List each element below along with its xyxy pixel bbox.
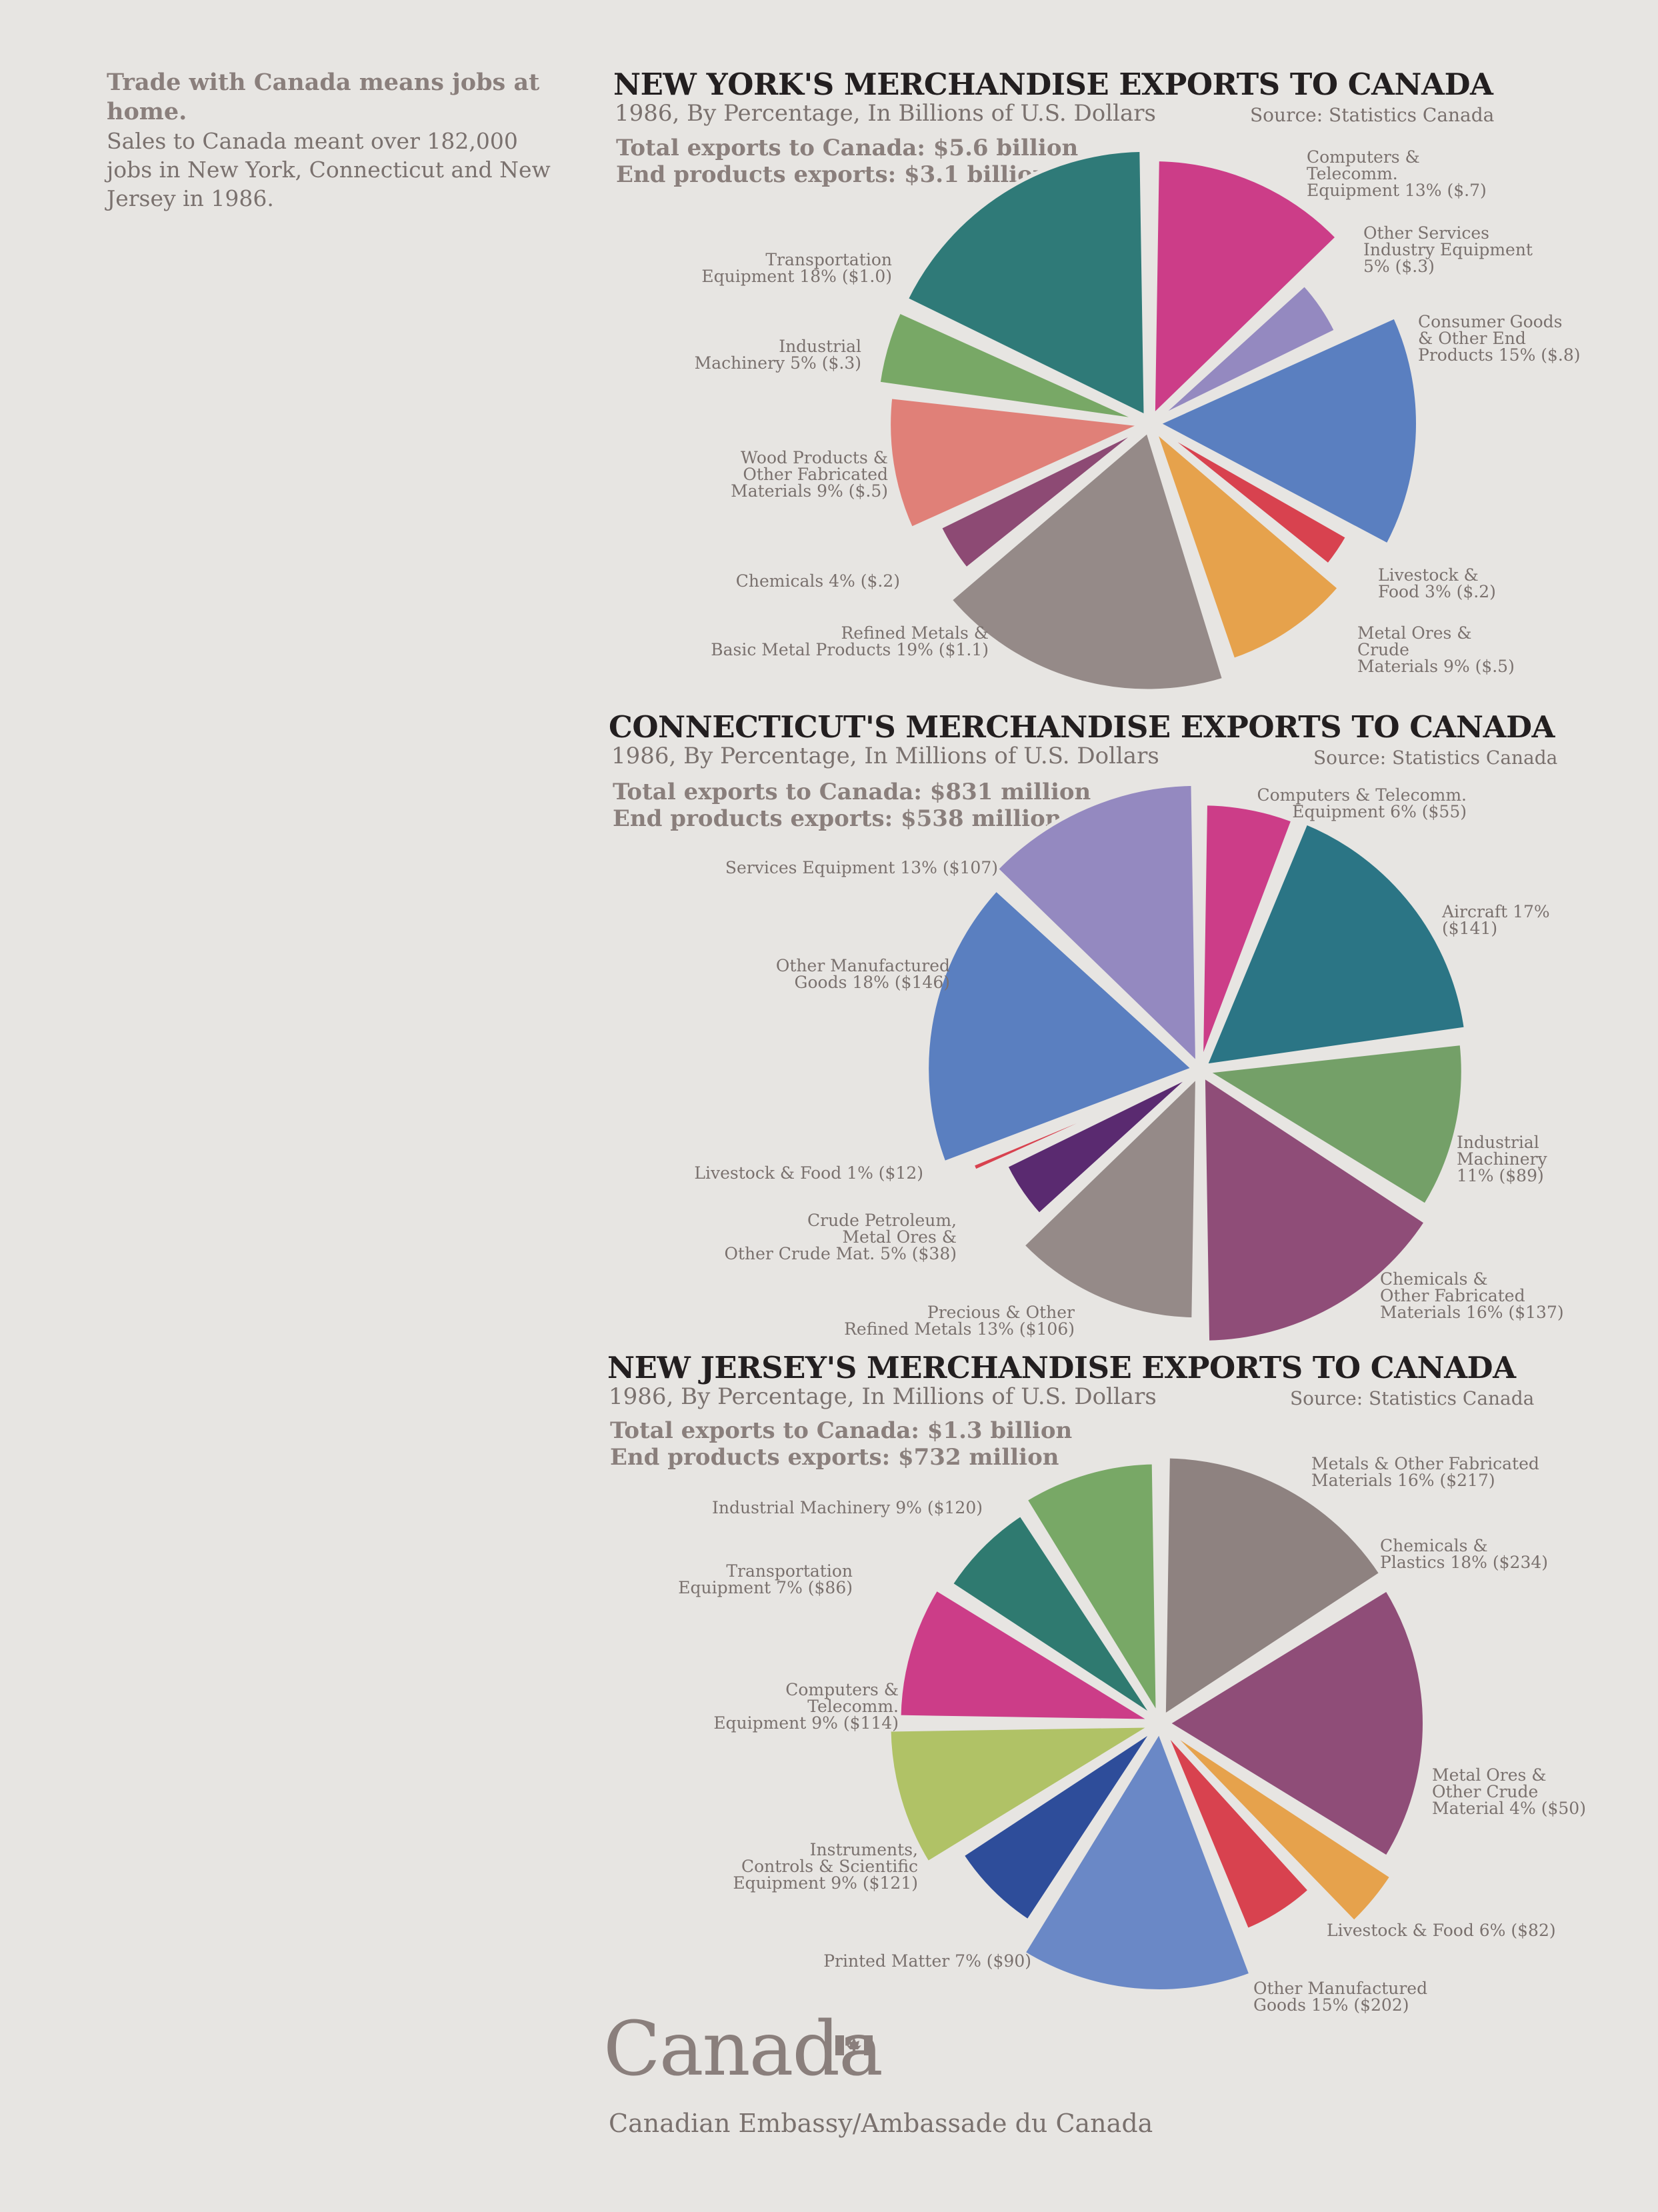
chart-subtitle: 1986, By Percentage, In Millions of U.S.… — [611, 743, 1159, 769]
pie-slice — [1150, 423, 1343, 663]
pie-slice — [1200, 1041, 1465, 1209]
slice-label: Industrial Machinery 9% ($120) — [712, 1498, 983, 1517]
slice-label: Chemicals 4% ($.2) — [736, 571, 900, 591]
pie-slice — [887, 1723, 1160, 1866]
pie-slice — [947, 427, 1227, 693]
slice-label: Consumer Goods & Other End Products 15% ($… — [1418, 312, 1581, 365]
total-exports: Total exports to Canada: $831 million — [613, 779, 1091, 805]
pie-slice — [876, 309, 1143, 423]
end-products-exports: End products exports: $732 million — [610, 1444, 1059, 1471]
slice-label: Metal Ores & Crude Materials 9% ($.5) — [1357, 623, 1515, 676]
slice-label: Chemicals & Other Fabricated Materials 16%… — [1380, 1269, 1564, 1322]
slice-label: Services Equipment 13% ($107) — [725, 858, 998, 877]
chart-source: Source: Statistics Canada — [1290, 1387, 1535, 1409]
slice-label: Transportation Equipment 18% ($1.0) — [701, 250, 892, 286]
slice-label: Printed Matter 7% ($90) — [823, 1951, 1031, 1971]
pie-slice — [937, 425, 1145, 573]
chart-title: CONNECTICUT'S MERCHANDISE EXPORTS TO CAN… — [609, 709, 1555, 745]
pie-slice — [993, 781, 1200, 1069]
intro-heading: Trade with Canada means jobs at home. — [107, 69, 540, 125]
pie-slice — [959, 1727, 1157, 1924]
pie-0: Computers & Telecomm. Equipment 13% ($.7) O… — [695, 147, 1581, 693]
pie-2: Metals & Other Fabricated Materials 16% (… — [678, 1454, 1586, 2015]
pie-slice — [903, 147, 1148, 420]
slice-label: Metals & Other Fabricated Materials 16% (… — [1311, 1454, 1539, 1490]
slice-label: Computers & Telecomm. Equipment 6% ($55) — [1257, 785, 1467, 821]
chart-title: NEW YORK'S MERCHANDISE EXPORTS TO CANADA — [613, 67, 1493, 102]
slice-label: Chemicals & Plastics 18% ($234) — [1380, 1536, 1548, 1572]
chart-subtitle: 1986, By Percentage, In Billions of U.S.… — [615, 100, 1156, 127]
canada-flag-icon — [835, 2035, 873, 2055]
pie-slice — [1155, 426, 1351, 569]
pie-slice — [1003, 1071, 1196, 1218]
pie-slice — [1165, 1727, 1395, 1925]
slice-label: Wood Products & Other Fabricated Materials… — [731, 448, 888, 501]
total-exports: Total exports to Canada: $5.6 billion — [616, 135, 1079, 161]
chart-source: Source: Statistics Canada — [1250, 104, 1495, 126]
slice-label: Metal Ores & Other Crude Material 4% ($50) — [1432, 1765, 1586, 1818]
pie-slice — [925, 886, 1197, 1166]
end-products-exports: End products exports: $538 million — [613, 805, 1062, 832]
pie-slice — [1164, 1586, 1427, 1861]
slice-label: Refined Metals & Basic Metal Products 19%… — [711, 623, 989, 659]
pie-slice — [1153, 313, 1420, 548]
slice-label: Livestock & Food 1% ($12) — [694, 1163, 923, 1183]
pie-slice — [1199, 801, 1296, 1065]
slice-label: Industrial Machinery 5% ($.3) — [695, 337, 861, 373]
chart-title: NEW JERSEY'S MERCHANDISE EXPORTS TO CANA… — [607, 1350, 1516, 1385]
pie-slice — [1151, 157, 1341, 421]
pie-1: Computers & Telecomm. Equipment 6% ($55) A… — [694, 781, 1564, 1345]
pie-slice — [969, 1071, 1195, 1175]
intro-body: Sales to Canada meant over 182,000 jobs … — [107, 128, 551, 211]
pie-slice — [1019, 1071, 1200, 1322]
slice-label: Precious & Other Refined Metals 13% ($106… — [844, 1303, 1075, 1339]
slice-label: Other Manufactured Goods 15% ($202) — [1253, 1979, 1427, 2015]
slice-label: Other Services Industry Equipment 5% ($.3) — [1363, 223, 1533, 276]
pie-slice — [948, 1511, 1157, 1720]
slice-label: Computers & Telecomm. Equipment 13% ($.7) — [1307, 147, 1487, 200]
slice-label: Livestock & Food 3% ($.2) — [1378, 565, 1496, 601]
end-products-exports: End products exports: $3.1 billion — [616, 161, 1049, 188]
pie-slice — [1155, 281, 1339, 421]
embassy-name: Canadian Embassy/Ambassade du Canada — [609, 2109, 1153, 2138]
pie-slice — [1162, 1729, 1313, 1933]
pie-slice — [887, 394, 1150, 532]
total-exports: Total exports to Canada: $1.3 billion — [610, 1417, 1073, 1444]
slice-label: Transportation Equipment 7% ($86) — [678, 1561, 853, 1597]
pie-slice — [1020, 1727, 1254, 1993]
slice-label: Instruments, Controls & Scientific Equipme… — [733, 1840, 918, 1893]
chart-subtitle: 1986, By Percentage, In Millions of U.S.… — [609, 1383, 1157, 1410]
slice-label: Aircraft 17% ($141) — [1441, 902, 1550, 938]
pie-slice — [1022, 1460, 1160, 1723]
pie-slice — [897, 1585, 1160, 1723]
slice-label: Computers & Telecomm. Equipment 9% ($114) — [713, 1680, 899, 1733]
slice-label: Crude Petroleum, Metal Ores & Other Crude … — [724, 1211, 957, 1263]
slice-label: Livestock & Food 6% ($82) — [1327, 1921, 1556, 1940]
pie-slice — [1201, 1072, 1429, 1345]
slice-label: Industrial Machinery 11% ($89) — [1457, 1133, 1547, 1185]
slice-label: Other Manufactured Goods 18% ($146) — [776, 956, 950, 992]
pie-slice — [1161, 1454, 1384, 1721]
chart-source: Source: Statistics Canada — [1313, 747, 1558, 769]
pie-slice — [1202, 820, 1469, 1069]
intro: Trade with Canada means jobs at home. Sa… — [107, 68, 560, 213]
